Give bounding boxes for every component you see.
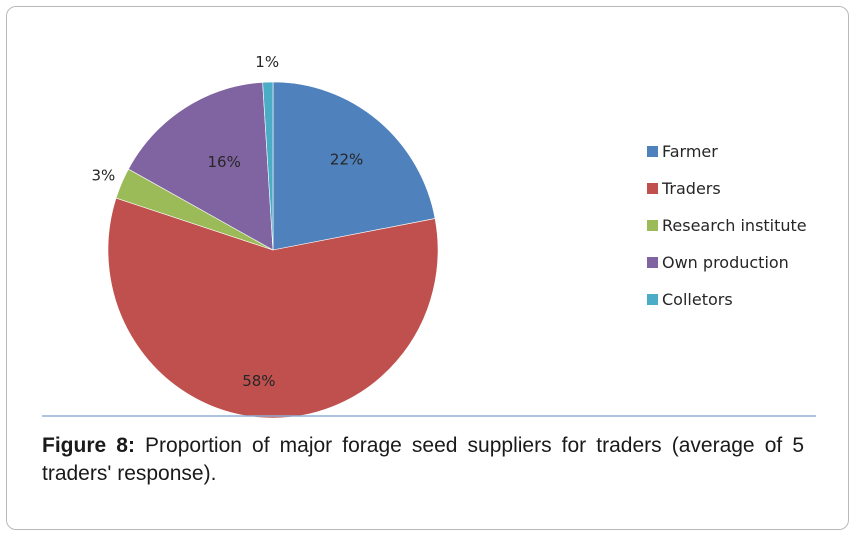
slice-label-colletors: 1% xyxy=(255,53,279,71)
legend-swatch xyxy=(647,220,658,231)
legend-swatch xyxy=(647,294,658,305)
pie-slice-farmer xyxy=(272,81,436,251)
legend-label: Research institute xyxy=(662,216,807,235)
pie-slice-own-production xyxy=(128,82,274,251)
slice-label-research-institute: 3% xyxy=(92,166,116,184)
pie-slice-traders xyxy=(107,197,439,419)
slice-label-traders: 58% xyxy=(242,372,275,390)
legend-swatch xyxy=(647,183,658,194)
pie-chart: 22% 58% 3% 16% 1% Farmer Traders Research inst… xyxy=(92,53,807,419)
pie-slice-colletors xyxy=(262,81,274,251)
legend-swatch xyxy=(647,146,658,157)
legend-label: Traders xyxy=(661,179,721,198)
slice-label-farmer: 22% xyxy=(330,150,363,168)
slice-labels: 22% 58% 3% 16% 1% xyxy=(92,53,364,390)
caption-label: Figure 8: xyxy=(42,434,135,457)
legend-label: Colletors xyxy=(662,290,733,309)
caption-text: Proportion of major forage seed supplier… xyxy=(42,434,805,485)
pie-slices xyxy=(107,81,439,419)
figure-caption: Figure 8: Proportion of major forage see… xyxy=(42,432,804,488)
legend-swatch xyxy=(647,257,658,268)
legend-label: Farmer xyxy=(662,142,718,161)
chart-legend: Farmer Traders Research institute Own produ… xyxy=(647,142,807,309)
legend-label: Own production xyxy=(662,253,789,272)
slice-label-own-production: 16% xyxy=(208,153,241,171)
